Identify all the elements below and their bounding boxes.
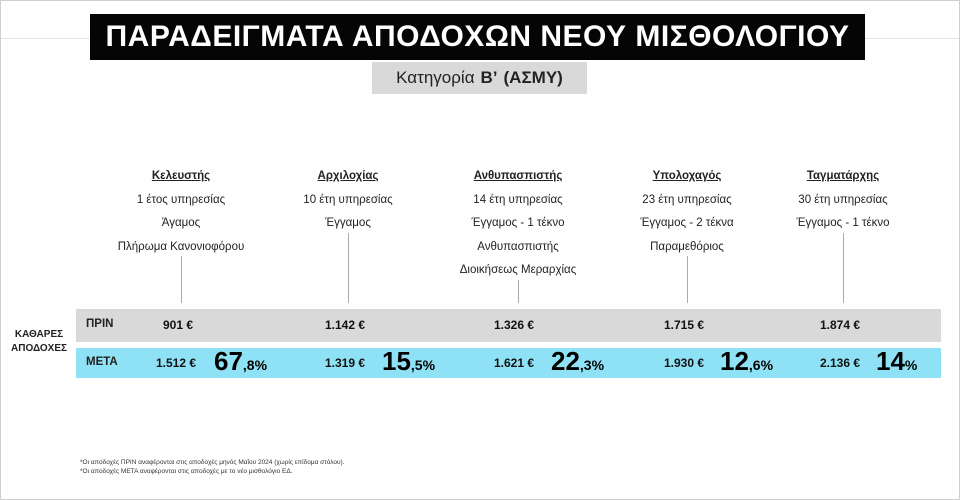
example-column-3: Ανθυπασπιστής 14 έτη υπηρεσίας Έγγαμος -… bbox=[418, 165, 618, 283]
detail-line: Έγγαμος - 1 τέκνο bbox=[796, 217, 890, 229]
rank-label: Ανθυπασπιστής bbox=[473, 170, 563, 182]
increase-percent-decimal: ,5% bbox=[410, 357, 436, 373]
detail-line: Έγγαμος - 2 τέκνα bbox=[640, 217, 734, 229]
detail-line: Έγγαμος bbox=[325, 217, 371, 229]
increase-percent-main: 15 bbox=[382, 346, 411, 376]
before-row bbox=[76, 309, 941, 342]
connector-line bbox=[181, 256, 182, 303]
detail-line: Άγαμος bbox=[161, 217, 201, 229]
footnote: *Οι αποδοχές ΜΕΤΑ αναφέρονται στις αποδο… bbox=[80, 468, 293, 475]
example-column-1: Κελευστής 1 έτος υπηρεσίας Άγαμος Πλήρωμ… bbox=[81, 165, 281, 259]
detail-line: 30 έτη υπηρεσίας bbox=[798, 193, 888, 206]
net-pay-label-line1: ΚΑΘΑΡΕΣ bbox=[14, 329, 64, 340]
after-value: 1.512 € bbox=[156, 356, 197, 370]
example-column-2: Αρχιλοχίας 10 έτη υπηρεσίας Έγγαμος bbox=[248, 165, 448, 236]
rank-label: Ταγματάρχης bbox=[806, 170, 880, 182]
increase-percent: 67,8% bbox=[214, 346, 267, 377]
increase-percent-decimal: % bbox=[904, 357, 918, 373]
detail-line: Παραμεθόριος bbox=[650, 240, 724, 253]
after-value: 1.319 € bbox=[325, 356, 366, 370]
before-row-label: ΠΡΙΝ bbox=[86, 318, 114, 330]
subtitle-category: Β’ bbox=[480, 68, 498, 87]
connector-line bbox=[348, 233, 349, 303]
increase-percent-main: 22 bbox=[551, 346, 580, 376]
example-column-5: Ταγματάρχης 30 έτη υπηρεσίας Έγγαμος - 1… bbox=[743, 165, 943, 236]
detail-line: 23 έτη υπηρεσίας bbox=[642, 193, 732, 206]
increase-percent: 14% bbox=[876, 346, 917, 377]
detail-line: 10 έτη υπηρεσίας bbox=[303, 193, 393, 206]
increase-percent: 15,5% bbox=[382, 346, 435, 377]
rank-label: Αρχιλοχίας bbox=[317, 170, 379, 182]
category-subtitle: Κατηγορία Β’ (ΑΣΜΥ) bbox=[372, 62, 587, 94]
rank-label: Κελευστής bbox=[151, 170, 211, 182]
before-value: 1.874 € bbox=[820, 318, 861, 332]
subtitle-group: (ΑΣΜΥ) bbox=[503, 68, 563, 87]
rank-label: Υπολοχαγός bbox=[652, 170, 722, 182]
increase-percent-decimal: ,8% bbox=[242, 357, 268, 373]
increase-percent-main: 12 bbox=[720, 346, 749, 376]
after-row-label: ΜΕΤΑ bbox=[86, 356, 118, 368]
net-pay-label-line2: ΑΠΟΔΟΧΕΣ bbox=[11, 343, 67, 354]
detail-line: Έγγαμος - 1 τέκνο bbox=[471, 217, 565, 229]
after-value: 2.136 € bbox=[820, 356, 861, 370]
detail-line: 1 έτος υπηρεσίας bbox=[136, 193, 226, 206]
increase-percent-main: 14 bbox=[876, 346, 905, 376]
connector-line bbox=[843, 233, 844, 303]
connector-line bbox=[518, 280, 519, 303]
detail-line: Διοικήσεως Μεραρχίας bbox=[459, 264, 577, 276]
increase-percent-decimal: ,3% bbox=[579, 357, 605, 373]
connector-line bbox=[687, 256, 688, 303]
detail-line: Ανθυπασπιστής bbox=[477, 240, 559, 253]
before-value: 1.142 € bbox=[325, 318, 366, 332]
increase-percent-decimal: ,6% bbox=[748, 357, 774, 373]
increase-percent: 12,6% bbox=[720, 346, 773, 377]
page-title: ΠΑΡΑΔΕΙΓΜΑΤΑ ΑΠΟΔΟΧΩΝ ΝΕΟΥ ΜΙΣΘΟΛΟΓΙΟΥ bbox=[90, 14, 865, 60]
before-value: 1.326 € bbox=[494, 318, 535, 332]
increase-percent: 22,3% bbox=[551, 346, 604, 377]
detail-line: Πλήρωμα Κανονιοφόρου bbox=[117, 240, 245, 253]
before-value: 1.715 € bbox=[664, 318, 705, 332]
increase-percent-main: 67 bbox=[214, 346, 243, 376]
after-row bbox=[76, 348, 941, 378]
example-column-4: Υπολοχαγός 23 έτη υπηρεσίας Έγγαμος - 2 … bbox=[587, 165, 787, 259]
footnote: *Οι αποδοχές ΠΡΙΝ αναφέρονται στις αποδο… bbox=[80, 459, 345, 466]
detail-line: 14 έτη υπηρεσίας bbox=[473, 193, 563, 206]
after-value: 1.621 € bbox=[494, 356, 535, 370]
subtitle-prefix: Κατηγορία bbox=[396, 68, 475, 87]
after-value: 1.930 € bbox=[664, 356, 705, 370]
net-pay-label: ΚΑΘΑΡΕΣ ΑΠΟΔΟΧΕΣ bbox=[4, 328, 74, 356]
before-value: 901 € bbox=[163, 318, 194, 332]
